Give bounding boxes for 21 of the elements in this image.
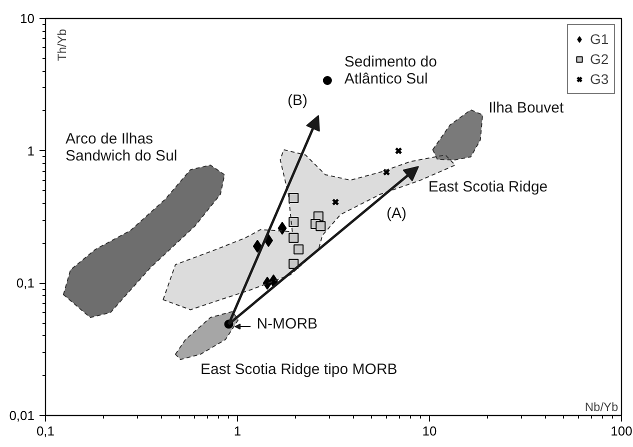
x-tick-label: 10 <box>422 424 437 438</box>
y-tick-label: 10 <box>20 11 35 26</box>
y-tick-label: 0,01 <box>9 408 35 423</box>
legend-label: G2 <box>590 50 610 68</box>
legend-label: G1 <box>590 30 610 48</box>
series-label: Sedimento do Atlântico Sul <box>344 54 437 88</box>
x-tick-label: 0,1 <box>36 424 55 438</box>
y-tick-label: 0,1 <box>16 276 35 291</box>
y-axis-title: Th/Yb <box>54 28 69 61</box>
x-tick-label: 1 <box>234 424 242 438</box>
series-label: East Scotia Ridge tipo MORB <box>200 360 398 378</box>
series-label: Ilha Bouvet <box>488 99 564 116</box>
x-axis-title: Nb/Yb <box>584 400 619 414</box>
annotation: Arco de Ilhas Sandwich do Sul <box>66 130 178 164</box>
series-label: East Scotia Ridge <box>428 178 548 196</box>
annotation: (B) <box>288 92 308 109</box>
series-label: N-MORB <box>256 316 318 333</box>
annotation: (A) <box>386 205 406 222</box>
legend-label: G3 <box>590 70 610 88</box>
y-tick-label: 1 <box>27 143 35 158</box>
x-tick-label: 100 <box>610 424 632 438</box>
